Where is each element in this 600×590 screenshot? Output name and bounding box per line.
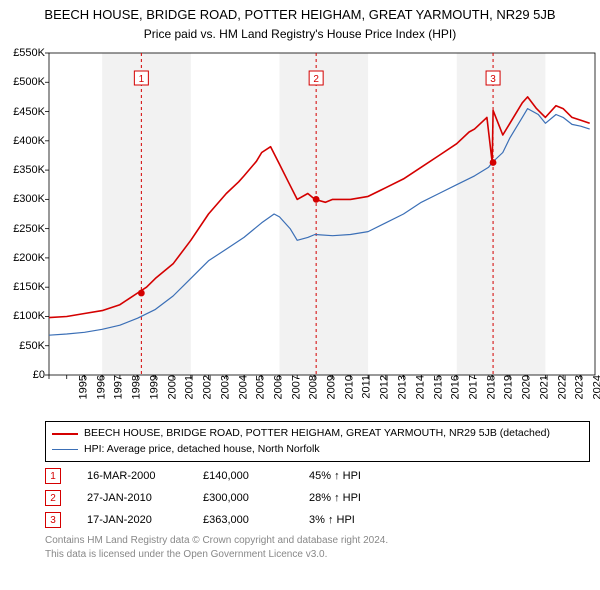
- svg-text:1: 1: [139, 74, 145, 85]
- svg-text:2: 2: [313, 74, 319, 85]
- x-tick-label: 1998: [131, 375, 143, 399]
- footer-line-1: Contains HM Land Registry data © Crown c…: [45, 534, 590, 548]
- x-tick-label: 2020: [521, 375, 533, 399]
- x-tick-label: 1996: [95, 375, 107, 399]
- legend-row-hpi: HPI: Average price, detached house, Nort…: [52, 442, 583, 458]
- event-delta: 3% ↑ HPI: [309, 514, 590, 526]
- legend-label-property: BEECH HOUSE, BRIDGE ROAD, POTTER HEIGHAM…: [84, 426, 550, 442]
- x-tick-label: 2000: [166, 375, 178, 399]
- x-tick-label: 2009: [326, 375, 338, 399]
- y-tick-label: £100K: [1, 310, 45, 322]
- x-tick-label: 2015: [432, 375, 444, 399]
- x-tick-label: 2007: [290, 375, 302, 399]
- x-tick-label: 2011: [360, 375, 372, 399]
- event-number-box: 3: [45, 512, 61, 528]
- x-tick-label: 2014: [414, 375, 426, 399]
- x-tick-label: 2013: [397, 375, 409, 399]
- page-title: BEECH HOUSE, BRIDGE ROAD, POTTER HEIGHAM…: [0, 0, 600, 24]
- x-tick-label: 2006: [272, 375, 284, 399]
- y-tick-label: £500K: [1, 76, 45, 88]
- legend-label-hpi: HPI: Average price, detached house, Nort…: [84, 442, 320, 458]
- event-number-box: 2: [45, 490, 61, 506]
- y-tick-label: £250K: [1, 223, 45, 235]
- y-tick-label: £450K: [1, 106, 45, 118]
- event-price: £140,000: [203, 470, 283, 482]
- events-table: 1 16-MAR-2000 £140,000 45% ↑ HPI 2 27-JAN-201…: [45, 468, 590, 528]
- legend-swatch-property: [52, 433, 78, 435]
- footer-line-2: This data is licensed under the Open Gov…: [45, 548, 590, 562]
- svg-text:3: 3: [490, 74, 496, 85]
- footer: Contains HM Land Registry data © Crown c…: [45, 534, 590, 562]
- y-tick-label: £400K: [1, 135, 45, 147]
- page-subtitle: Price paid vs. HM Land Registry's House …: [0, 24, 600, 43]
- x-tick-label: 2017: [467, 375, 479, 399]
- x-tick-label: 1995: [77, 375, 89, 399]
- event-delta: 45% ↑ HPI: [309, 470, 590, 482]
- legend-swatch-hpi: [52, 449, 78, 450]
- x-tick-label: 2022: [556, 375, 568, 399]
- event-row: 1 16-MAR-2000 £140,000 45% ↑ HPI: [45, 468, 590, 484]
- x-tick-label: 2008: [308, 375, 320, 399]
- x-tick-label: 2024: [592, 375, 600, 399]
- event-row: 3 17-JAN-2020 £363,000 3% ↑ HPI: [45, 512, 590, 528]
- x-tick-label: 2004: [237, 375, 249, 399]
- y-tick-label: £350K: [1, 164, 45, 176]
- event-price: £363,000: [203, 514, 283, 526]
- event-date: 27-JAN-2010: [87, 492, 177, 504]
- x-tick-label: 2010: [343, 375, 355, 399]
- x-tick-label: 2021: [538, 375, 550, 399]
- x-tick-label: 2003: [219, 375, 231, 399]
- x-tick-label: 2016: [450, 375, 462, 399]
- x-tick-label: 2018: [485, 375, 497, 399]
- y-tick-label: £550K: [1, 47, 45, 59]
- x-tick-label: 2019: [503, 375, 515, 399]
- x-tick-label: 1999: [148, 375, 160, 399]
- event-date: 16-MAR-2000: [87, 470, 177, 482]
- event-number-box: 1: [45, 468, 61, 484]
- x-tick-label: 2005: [255, 375, 267, 399]
- event-date: 17-JAN-2020: [87, 514, 177, 526]
- chart-container: 1 2 3 £0 £50K £100K £150K £200K £250K £300K £350K…: [0, 47, 600, 417]
- y-tick-label: £50K: [1, 340, 45, 352]
- y-tick-label: £300K: [1, 193, 45, 205]
- event-delta: 28% ↑ HPI: [309, 492, 590, 504]
- x-tick-label: 2023: [574, 375, 586, 399]
- y-tick-label: £200K: [1, 252, 45, 264]
- x-tick-label: 2012: [379, 375, 391, 399]
- legend-row-property: BEECH HOUSE, BRIDGE ROAD, POTTER HEIGHAM…: [52, 426, 583, 442]
- event-price: £300,000: [203, 492, 283, 504]
- x-tick-label: 1997: [113, 375, 125, 399]
- legend: BEECH HOUSE, BRIDGE ROAD, POTTER HEIGHAM…: [45, 421, 590, 463]
- price-chart: 1 2 3: [0, 47, 600, 417]
- event-row: 2 27-JAN-2010 £300,000 28% ↑ HPI: [45, 490, 590, 506]
- y-tick-label: £150K: [1, 281, 45, 293]
- y-tick-label: £0: [1, 369, 45, 381]
- x-tick-label: 2002: [202, 375, 214, 399]
- x-tick-label: 2001: [184, 375, 196, 399]
